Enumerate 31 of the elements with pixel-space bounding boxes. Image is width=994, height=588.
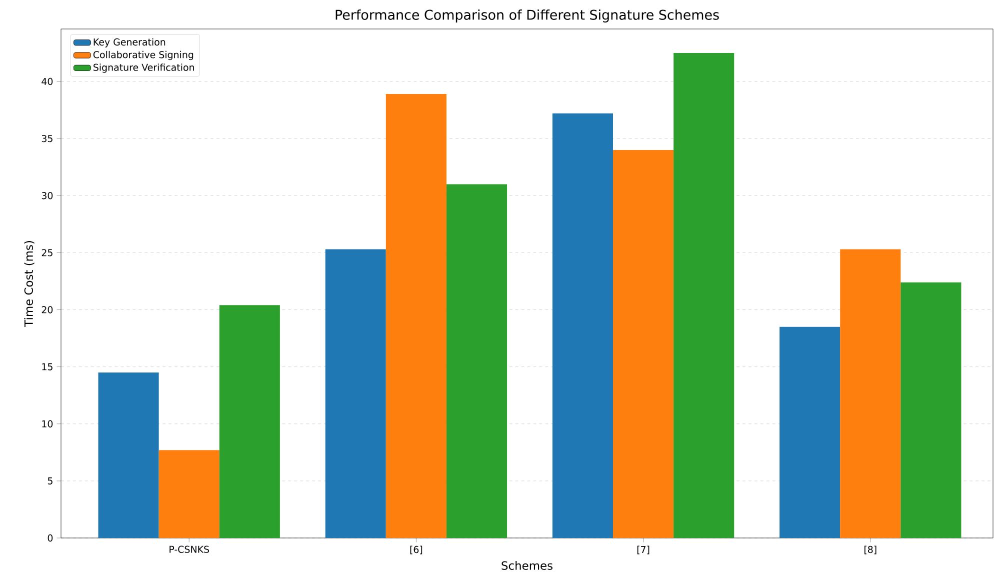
y-tick-label: 30 [42,192,53,200]
bar [158,450,220,538]
y-tick-label: 20 [42,306,53,314]
bar [219,305,280,538]
legend-label: Signature Verification [94,64,194,73]
bar [840,249,901,538]
bar [552,113,614,538]
y-axis-title: Time Cost (ms) [24,241,34,327]
legend-label: Key Generation [94,38,166,48]
bar [900,282,962,538]
y-tick-label: 25 [42,249,52,256]
bar [325,249,386,538]
y-tick-label: 0 [48,534,53,542]
y-tick-label: 15 [42,363,52,370]
x-tick-label: [7] [637,546,650,554]
bar [674,52,734,538]
legend-label: Collaborative Signing [93,50,194,60]
bar [780,326,840,538]
x-axis-title: Schemes [502,561,552,570]
bar [98,372,159,538]
bar [446,184,508,538]
x-tick-label: [8] [864,546,876,554]
y-tick-label: 5 [48,477,52,484]
y-tick-label: 10 [42,420,53,428]
chart-title: Performance Comparison of Different Signature Schemes [336,9,719,22]
y-tick-label: 35 [42,134,52,142]
y-tick-label: 40 [42,78,53,86]
bar [613,150,674,538]
x-tick-label: P-CSNKS [170,546,209,553]
x-tick-label: [6] [410,546,422,554]
bar [386,94,446,538]
